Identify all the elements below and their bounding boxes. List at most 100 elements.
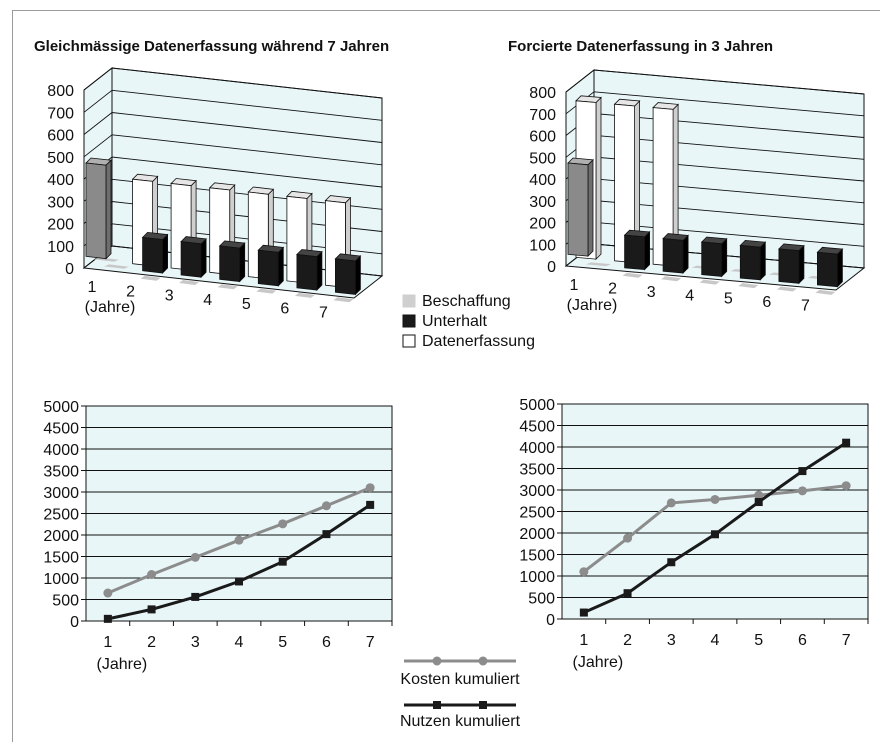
line-left-point-kosten bbox=[147, 570, 157, 580]
bar-left-bar-beschaffung bbox=[85, 162, 107, 260]
line-left-point-nutzen bbox=[147, 605, 156, 614]
line-left-xtick-label: 3 bbox=[191, 634, 200, 651]
line-right-chart: 0 500 1000 1500 2000 2500 3000 3500 4000 4500 5000… bbox=[519, 397, 869, 671]
line-right-ytick-label: 3000 bbox=[519, 483, 555, 500]
bar-right-bar-unterhalt-side bbox=[721, 237, 728, 278]
line-left-ytick-label: 2500 bbox=[43, 507, 79, 524]
bar-left-ytick-label: 300 bbox=[47, 194, 74, 211]
bar-left-bar-unterhalt bbox=[296, 254, 318, 291]
chart-title-left: Gleichmässige Datenerfassung während 7 J… bbox=[34, 38, 390, 55]
bar-left-ytick-label: 200 bbox=[47, 217, 74, 234]
bar-right-bar-unterhalt bbox=[624, 234, 645, 271]
bar-left-bar-beschaffung-flat bbox=[140, 275, 161, 281]
line-right-point-nutzen bbox=[711, 530, 719, 539]
bar-legend: Beschaffung Unterhalt Datenerfassung bbox=[402, 293, 535, 350]
bar-right-bar-unterhalt-side bbox=[759, 241, 766, 281]
bar-left-xtick-label: 2 bbox=[126, 283, 135, 300]
bar-right-bar-unterhalt-flat bbox=[586, 262, 611, 267]
line-left-ytick-label: 5000 bbox=[43, 399, 79, 416]
bar-left-bar-unterhalt bbox=[219, 245, 241, 282]
bar-right-bar-beschaffung-flat bbox=[661, 276, 682, 282]
bar-left-xtick-label: 5 bbox=[242, 296, 251, 313]
bar-left-bar-unterhalt-flat bbox=[104, 264, 129, 269]
bar-left-bar-beschaffung-flat bbox=[333, 297, 354, 303]
bar-right-gridline bbox=[565, 69, 865, 95]
bar-right-ytick-label: 100 bbox=[529, 237, 556, 254]
bar-left-ytick-label: 500 bbox=[47, 150, 74, 167]
bar-right-xtick-label: 3 bbox=[647, 284, 656, 301]
legend-swatch-beschaffung bbox=[402, 294, 416, 308]
bar-right-ytick-label: 800 bbox=[529, 85, 556, 102]
bar-left-bar-datenerfassung-flat bbox=[94, 257, 119, 262]
bar-right-chart: 0 100 200 300 400 500 600 700 800 1 2 3 4 5 6 7 (Jahre) bbox=[529, 68, 866, 315]
bar-right-xtick-label: 6 bbox=[762, 294, 771, 311]
bar-right-bar-unterhalt bbox=[662, 238, 684, 274]
legend-marker-kosten bbox=[478, 656, 488, 666]
bar-right-ytick-label: 200 bbox=[529, 216, 556, 233]
bar-right-xtick-label: 5 bbox=[724, 291, 733, 308]
line-left-point-kosten bbox=[234, 535, 244, 545]
bar-right-bar-unterhalt bbox=[739, 244, 761, 281]
line-right-ytick-label: 500 bbox=[528, 591, 555, 608]
line-left-xtick-label: 1 bbox=[103, 634, 112, 651]
figure-frame bbox=[12, 10, 880, 742]
line-right-ytick-label: 0 bbox=[546, 612, 555, 629]
bar-left-bar-unterhalt-side bbox=[200, 237, 207, 279]
line-right-xtick-label: 3 bbox=[667, 632, 676, 649]
line-right-point-kosten bbox=[666, 498, 676, 508]
bar-left-bar-unterhalt bbox=[180, 241, 202, 278]
line-left-ytick-label: 4000 bbox=[43, 442, 79, 459]
line-right-xtick-label: 4 bbox=[711, 632, 720, 649]
legend-label-beschaffung: Beschaffung bbox=[422, 293, 511, 310]
bar-left-ytick-label: 700 bbox=[47, 105, 74, 122]
bar-left-bar-unterhalt bbox=[334, 258, 356, 295]
bar-right-ytick-label: 300 bbox=[529, 194, 556, 211]
line-right-ytick-label: 4000 bbox=[519, 440, 555, 457]
bar-left-gridline bbox=[83, 89, 383, 121]
line-left-point-nutzen bbox=[278, 557, 287, 566]
line-right-xtick-label: 5 bbox=[754, 632, 763, 649]
line-left-xtick-label: 4 bbox=[235, 634, 244, 651]
line-left-xtick-label: 2 bbox=[147, 634, 156, 651]
legend-label-datenerfassung: Datenerfassung bbox=[422, 333, 535, 350]
bar-right-bar-unterhalt-side bbox=[837, 248, 843, 288]
bar-right-bar-beschaffung bbox=[567, 162, 589, 257]
bar-left-ytick-label: 100 bbox=[47, 239, 74, 256]
line-right-point-kosten bbox=[710, 494, 720, 504]
bar-right-ytick-label: 600 bbox=[529, 129, 556, 146]
line-left-point-nutzen bbox=[103, 614, 112, 623]
legend-label-nutzen: Nutzen kumuliert bbox=[400, 713, 521, 730]
bar-right-bar-beschaffung-side bbox=[587, 158, 594, 258]
line-left-ytick-label: 3500 bbox=[43, 464, 79, 481]
line-right-point-kosten bbox=[623, 533, 633, 543]
line-right-point-kosten bbox=[754, 490, 764, 500]
line-left-point-kosten bbox=[321, 501, 331, 511]
bar-left-bar-beschaffung-flat bbox=[256, 288, 277, 294]
legend-swatch-datenerfassung bbox=[402, 334, 416, 348]
line-left-xtick-label: 6 bbox=[322, 634, 331, 651]
line-left-ytick-label: 2000 bbox=[43, 528, 79, 545]
line-left-ytick-label: 1500 bbox=[43, 550, 79, 567]
line-left-point-kosten bbox=[190, 552, 200, 562]
bar-right-bar-beschaffung-flat bbox=[776, 286, 797, 292]
line-left-point-kosten bbox=[365, 483, 375, 493]
bar-right-xtick-label: 2 bbox=[608, 280, 617, 297]
bar-right-bar-unterhalt-side bbox=[682, 234, 689, 274]
bar-right-bar-beschaffung-flat bbox=[699, 279, 720, 285]
bar-left-xunit-label: (Jahre) bbox=[85, 299, 136, 316]
line-left-ytick-label: 0 bbox=[70, 614, 79, 631]
bar-left-bar-beschaffung-flat bbox=[179, 280, 200, 285]
line-left-point-nutzen bbox=[235, 577, 243, 586]
line-right-point-kosten bbox=[579, 567, 589, 577]
bar-left-bar-beschaffung-flat bbox=[217, 284, 238, 290]
bar-left-ytick-label: 400 bbox=[47, 172, 74, 189]
bar-left-bar-unterhalt-side bbox=[277, 246, 284, 287]
bar-left-xtick-label: 1 bbox=[88, 279, 97, 296]
bar-right-bar-unterhalt-side bbox=[644, 230, 650, 271]
line-left-ytick-label: 3000 bbox=[43, 485, 79, 502]
bar-right-gridline bbox=[565, 91, 865, 117]
bar-left-xtick-label: 6 bbox=[280, 300, 289, 317]
bar-left-bar-beschaffung-side bbox=[105, 159, 112, 260]
line-left-point-nutzen bbox=[191, 592, 200, 601]
